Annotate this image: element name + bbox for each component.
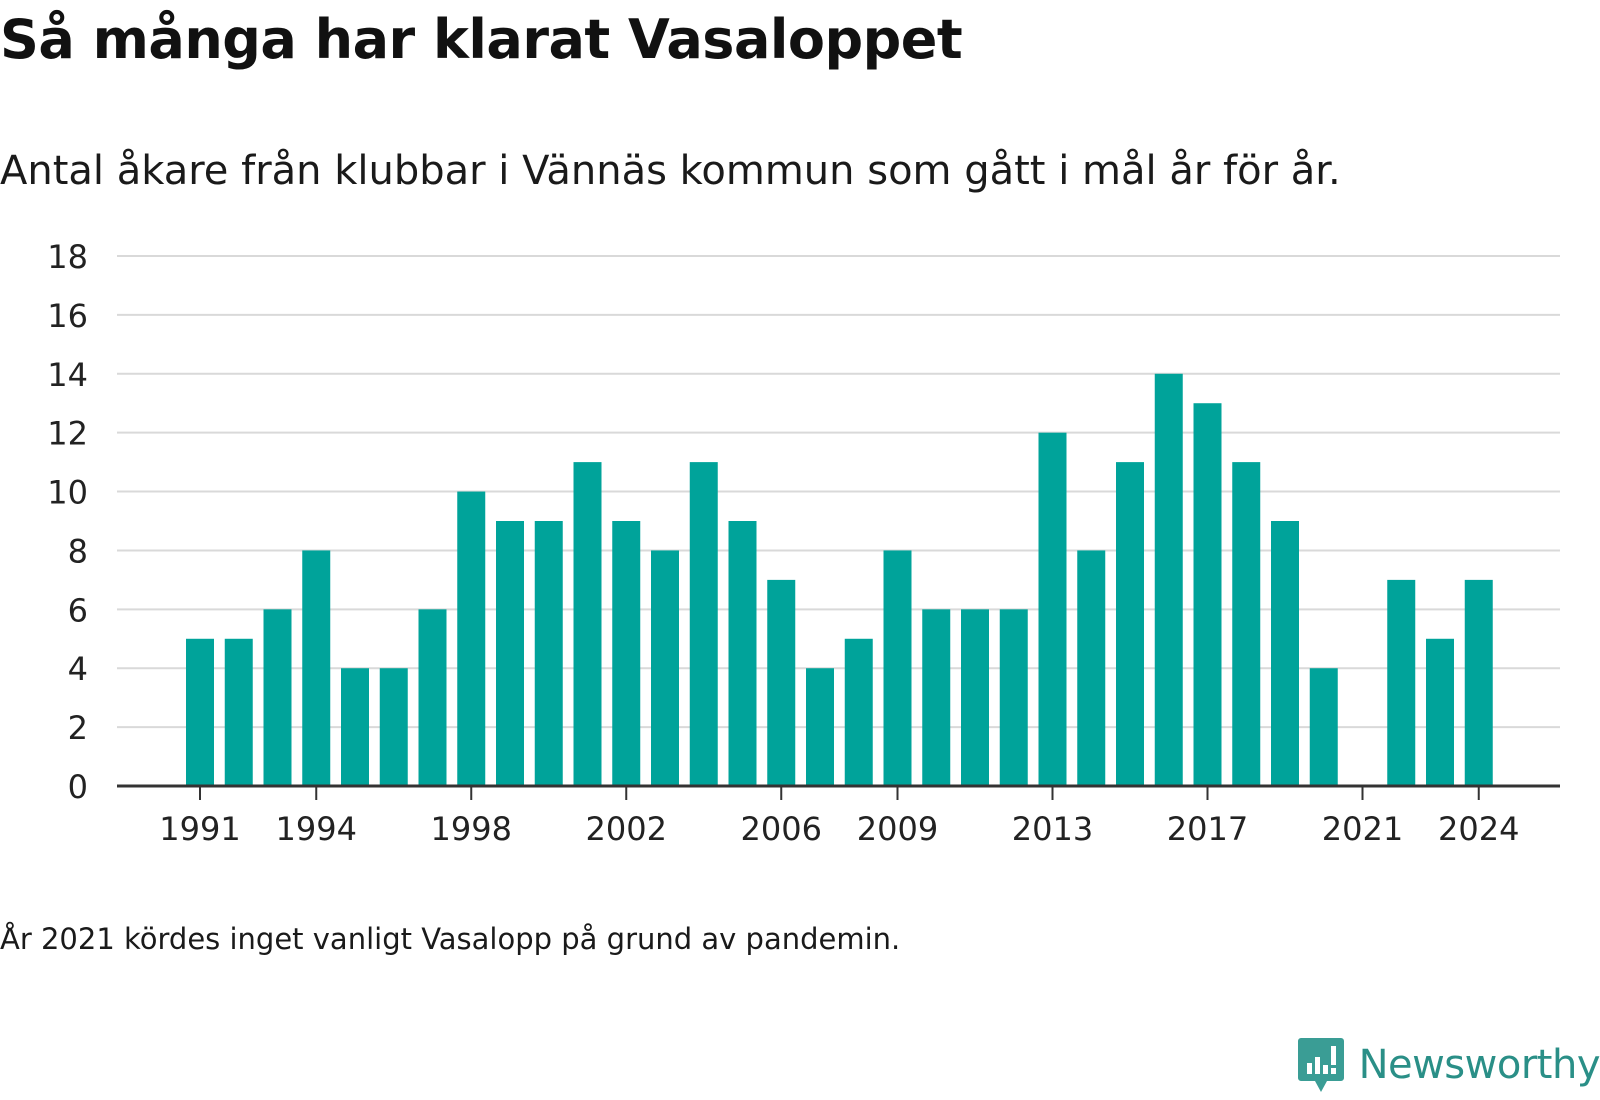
bar-2018	[1232, 462, 1261, 786]
newsworthy-brand: Newsworthy	[1297, 1036, 1600, 1094]
bar-1991	[186, 638, 214, 786]
x-tick-label: 2002	[586, 810, 667, 848]
bar-1993	[263, 609, 292, 786]
x-tick-label: 2024	[1438, 810, 1519, 848]
x-tick-label: 2021	[1322, 810, 1403, 848]
bar-2023	[1426, 638, 1454, 786]
brand-name: Newsworthy	[1358, 1042, 1600, 1088]
x-tick-label: 1998	[431, 810, 512, 848]
bar-1999	[496, 521, 524, 786]
bar-2000	[534, 521, 563, 786]
bar-2017	[1193, 403, 1222, 786]
y-tick-label: 14	[47, 356, 88, 394]
bar-2001	[573, 462, 602, 786]
bar-2010	[922, 609, 951, 786]
bar-2019	[1271, 521, 1299, 786]
gridlines	[117, 255, 1560, 729]
y-tick-label: 10	[47, 474, 88, 512]
bar-2002	[612, 521, 641, 786]
y-tick-label: 8	[68, 532, 88, 570]
bar-2024	[1464, 579, 1493, 786]
bar-2016	[1154, 373, 1183, 786]
bar-2005	[728, 521, 757, 786]
y-tick-label: 4	[68, 650, 88, 688]
bar-2008	[844, 638, 873, 786]
x-tick-label: 2006	[741, 810, 822, 848]
bar-1992	[224, 638, 253, 786]
bar-1996	[379, 668, 408, 786]
chart-title: Så många har klarat Vasaloppet	[0, 8, 963, 71]
y-tick-label: 0	[68, 768, 88, 806]
x-tick-label: 2017	[1167, 810, 1248, 848]
chart-subtitle: Antal åkare från klubbar i Vännäs kommun…	[0, 148, 1341, 194]
y-tick-label: 18	[47, 238, 88, 276]
chart-speech-bubble-icon	[1297, 1038, 1344, 1092]
bar-2013	[1038, 432, 1067, 786]
y-axis-ticks: 0 2 4 6 8 10 12 14 16 18	[47, 238, 88, 806]
bar-1995	[341, 668, 369, 786]
x-tick-label: 1991	[159, 810, 240, 848]
bar-2006	[767, 579, 796, 786]
footnote: År 2021 kördes inget vanligt Vasalopp på…	[0, 922, 901, 956]
bar-2011	[961, 609, 989, 786]
y-tick-label: 6	[68, 591, 88, 629]
bar-2014	[1077, 550, 1106, 786]
y-tick-label: 12	[47, 415, 88, 453]
bar-2007	[806, 668, 834, 786]
bar-2003	[651, 550, 679, 786]
y-tick-label: 2	[68, 709, 88, 747]
bar-chart: 0 2 4 6 8 10 12 14 16 18 1991 1994 1998 2002 2006 2009…	[47, 238, 1560, 848]
bar-2015	[1116, 462, 1144, 786]
bar-2022	[1387, 579, 1416, 786]
bar-1998	[457, 491, 486, 786]
bar-1997	[418, 609, 447, 786]
bar-2020	[1309, 668, 1338, 786]
x-tick-label: 2009	[857, 810, 938, 848]
bar-2009	[883, 550, 912, 786]
x-tick-label: 2013	[1012, 810, 1093, 848]
bar-1994	[302, 550, 331, 786]
y-tick-label: 16	[47, 297, 88, 335]
bar-2004	[689, 462, 718, 786]
x-tick-label: 1994	[276, 810, 357, 848]
x-axis: 1991 1994 1998 2002 2006 2009 2013 2017 2021 2024	[117, 784, 1560, 848]
bars	[186, 373, 1493, 786]
bar-2012	[999, 609, 1028, 786]
